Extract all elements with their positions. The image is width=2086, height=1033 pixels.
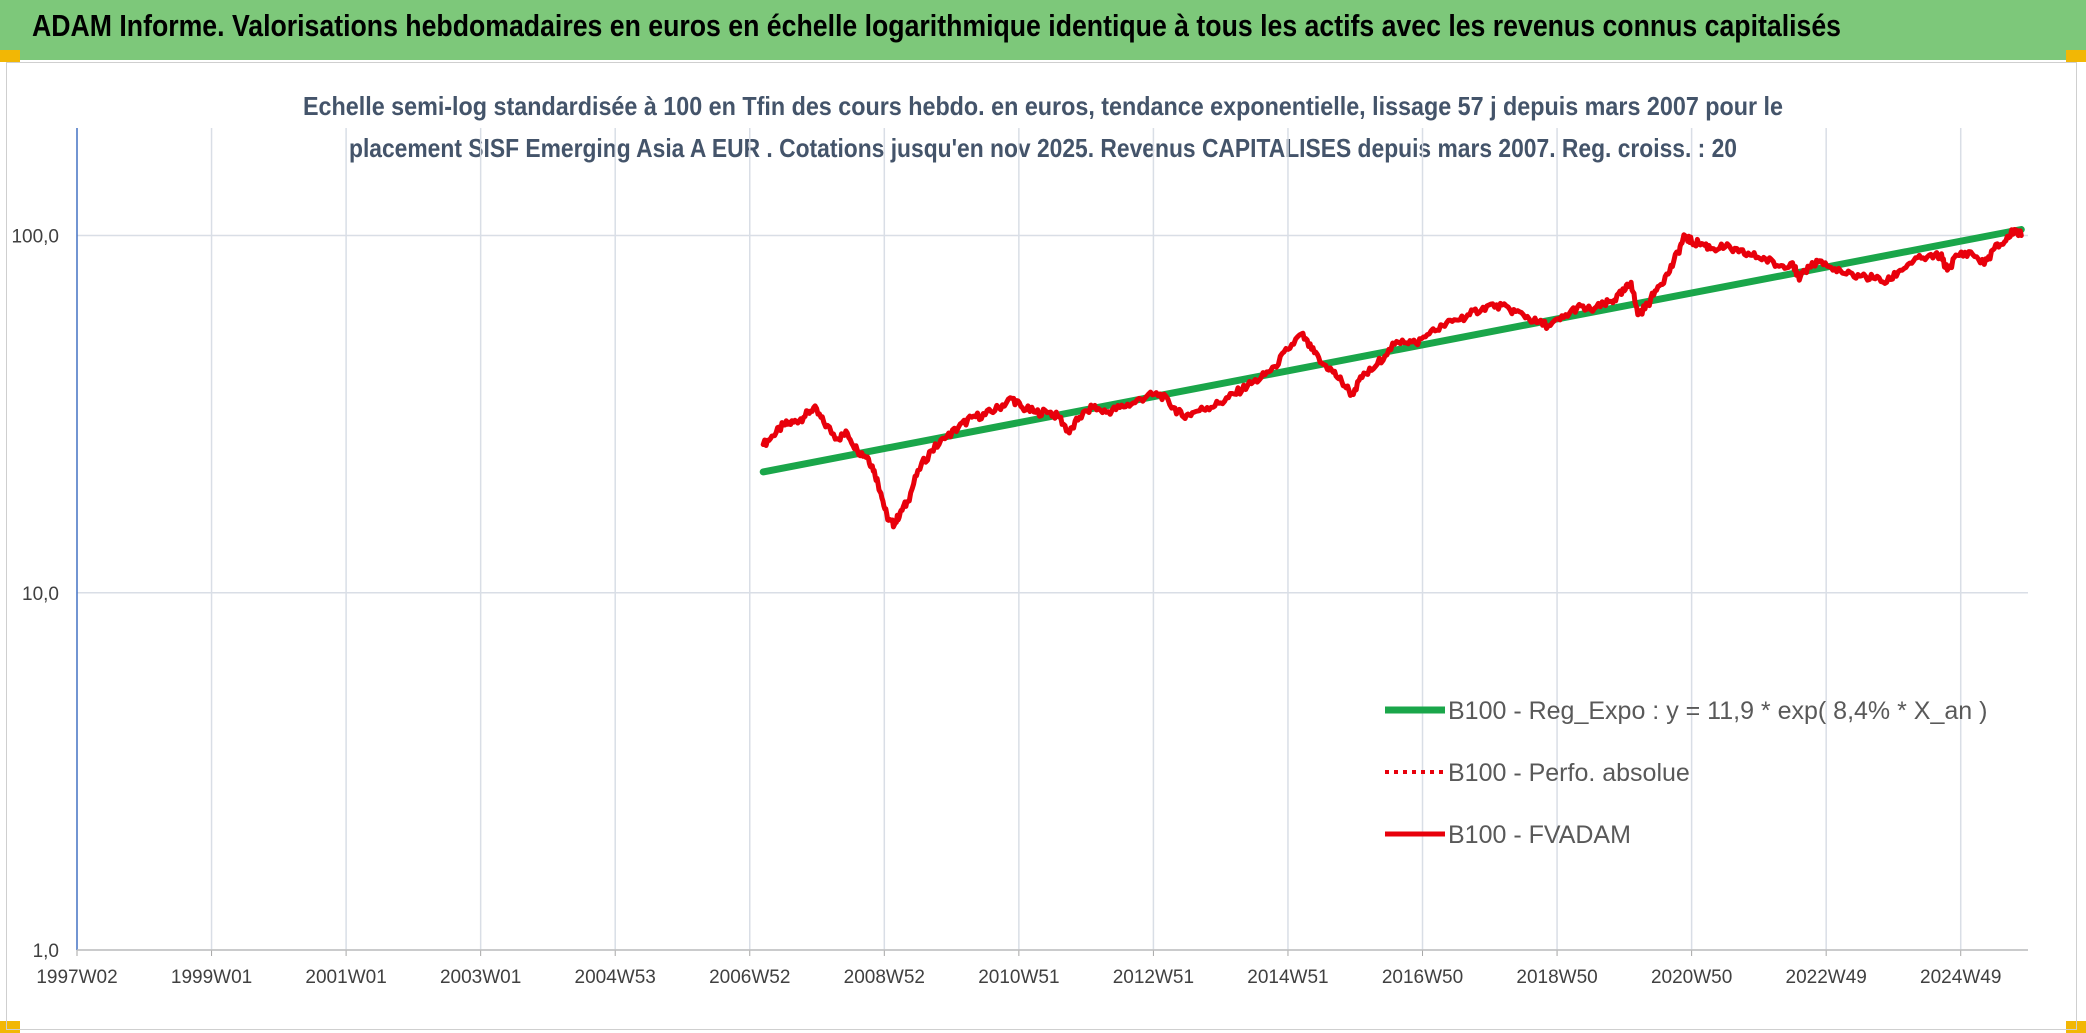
legend-label-2: B100 - FVADAM (1448, 821, 1631, 849)
x-tick-label: 2003W01 (440, 967, 521, 988)
x-tick-label: 2022W49 (1786, 967, 1867, 988)
y-tick-label: 1,0 (33, 941, 59, 962)
x-tick-label: 2006W52 (709, 967, 790, 988)
chart-frame (6, 62, 2077, 1030)
legend: B100 - Reg_Expo : y = 11,9 * exp( 8,4% *… (1385, 697, 1987, 849)
banner-title: ADAM Informe. Valorisations hebdomadaire… (32, 8, 1842, 43)
grid (77, 128, 2028, 951)
x-tick-label: 2012W51 (1113, 967, 1194, 988)
y-tick-label: 10,0 (22, 584, 59, 605)
subtitle-line-1: Echelle semi-log standardisée à 100 en T… (303, 91, 1783, 121)
plot-area (759, 226, 2025, 530)
legend-label-1: B100 - Perfo. absolue (1448, 759, 1690, 787)
axes: 1,0 10,0 100,0 1997W02 1999W01 2001W01 2003W01… (11, 128, 2028, 988)
x-tick-label: 2014W51 (1247, 967, 1328, 988)
x-tick-label: 2001W01 (305, 967, 386, 988)
x-tick-label: 2024W49 (1920, 967, 2001, 988)
corner-marker-top-left (0, 50, 20, 62)
corner-marker-top-right (2066, 50, 2086, 62)
x-tick-label: 2008W52 (844, 967, 925, 988)
x-tick-label: 2016W50 (1382, 967, 1463, 988)
x-tick-label: 1999W01 (171, 967, 252, 988)
chart-subtitle: Echelle semi-log standardisée à 100 en T… (303, 91, 1783, 163)
x-tick-label: 2010W51 (978, 967, 1059, 988)
series-line-2 (760, 227, 2024, 530)
x-tick-label: 1997W02 (36, 967, 117, 988)
legend-label-0: B100 - Reg_Expo : y = 11,9 * exp( 8,4% *… (1448, 697, 1987, 725)
subtitle-line-2: placement SISF Emerging Asia A EUR . Cot… (349, 133, 1737, 163)
x-tick-label: 2020W50 (1651, 967, 1732, 988)
title-banner: ADAM Informe. Valorisations hebdomadaire… (0, 0, 2086, 60)
x-tick-label: 2004W53 (575, 967, 656, 988)
x-tick-label: 2018W50 (1516, 967, 1597, 988)
corner-marker-bottom-left (0, 1021, 20, 1033)
y-tick-label: 100,0 (11, 227, 59, 248)
